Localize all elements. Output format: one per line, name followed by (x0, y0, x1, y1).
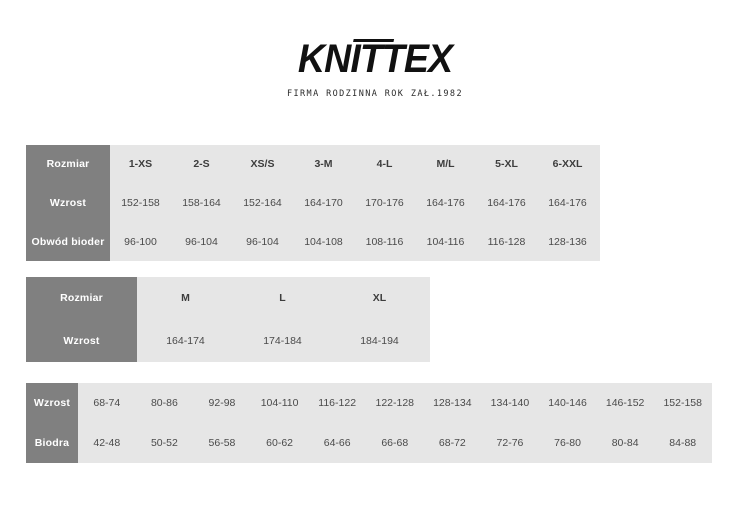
data-cell: 96-104 (185, 235, 218, 248)
data-cell: 104-116 (426, 235, 465, 248)
data-cell: 76-80 (554, 437, 581, 449)
data-cell: 170-176 (365, 196, 404, 209)
size-table-mens-sizes: Rozmiar Wzrost M L XL 164-174 174-184 184-194 (26, 277, 430, 362)
row-label-cell: Biodra (34, 437, 70, 449)
column-header-cell: L (279, 292, 286, 305)
data-cell: 164-176 (426, 196, 465, 209)
row-label-cell: Wzrost (33, 397, 71, 409)
brand-logo: KNITTEX (297, 37, 453, 81)
data-cell: 134-140 (490, 397, 530, 409)
data-cell: 66-68 (381, 437, 409, 449)
data-column-group: 1-XS 2-S XS/S 3-M 4-L M/L 5-XL 6-XXL 152-158 158-… (110, 145, 600, 261)
data-cell: 56-58 (208, 437, 236, 449)
brand-tagline: FIRMA RODZINNA ROK ZAŁ.1982 (287, 89, 463, 99)
data-cell: 140-146 (548, 397, 587, 409)
table-row: 164-174 174-184 184-194 (137, 320, 430, 363)
data-cell: 42-48 (93, 437, 121, 449)
row-label-cell: Wzrost (49, 196, 87, 209)
data-cell: 92-98 (208, 397, 236, 409)
data-cell: 80-84 (611, 437, 639, 449)
data-cell: 96-100 (124, 235, 157, 248)
table-row: 96-100 96-104 96-104 104-108 108-116 104-116 1… (110, 222, 600, 261)
row-label-cell: Rozmiar (46, 158, 90, 171)
column-header-cell: 5-XL (495, 158, 518, 171)
data-cell: 104-108 (304, 235, 343, 248)
brand-header: KNITTEX FIRMA RODZINNA ROK ZAŁ.1982 (0, 38, 750, 99)
logo-overbar-decoration (353, 39, 394, 42)
data-cell: 60-62 (266, 437, 293, 449)
table-row: 42-48 50-52 56-58 60-62 64-66 66-68 68-72 72-76… (78, 423, 712, 463)
data-cell: 164-170 (304, 196, 343, 209)
size-table-womens-tights: Rozmiar Wzrost Obwód bioder 1-XS 2-S XS/S 3-M 4… (26, 145, 600, 261)
data-cell: 50-52 (150, 437, 178, 449)
brand-logo-text: KNITTEX (297, 37, 453, 81)
row-label-column: Rozmiar Wzrost (26, 277, 137, 362)
data-cell: 116-122 (318, 397, 357, 409)
data-cell: 146-152 (605, 397, 645, 409)
data-cell: 104-110 (260, 397, 299, 409)
table-row: 68-74 80-86 92-98 104-110 116-122 122-128 128-… (78, 383, 712, 423)
column-header-cell: 3-M (314, 158, 333, 171)
data-cell: 152-164 (243, 196, 282, 209)
data-cell: 64-66 (323, 437, 351, 449)
row-label-column: Wzrost Biodra (26, 383, 78, 463)
row-label-cell: Rozmiar (60, 292, 103, 305)
column-header-cell: M (181, 292, 190, 305)
data-cell: 68-74 (93, 397, 121, 409)
column-header-cell: 2-S (193, 158, 210, 171)
data-cell: 128-136 (548, 235, 587, 248)
data-column-group: M L XL 164-174 174-184 184-194 (137, 277, 430, 362)
data-cell: 158-164 (182, 196, 221, 209)
column-header-cell: XS/S (250, 158, 275, 171)
data-cell: 84-88 (669, 437, 697, 449)
data-cell: 108-116 (365, 235, 404, 248)
row-label-column: Rozmiar Wzrost Obwód bioder (26, 145, 110, 261)
row-label-cell: Obwód bioder (31, 235, 105, 248)
column-header-cell: 4-L (376, 158, 393, 171)
column-header-cell: 6-XXL (552, 158, 583, 171)
data-cell: 174-184 (263, 334, 302, 347)
data-cell: 164-174 (166, 334, 205, 347)
data-cell: 72-76 (496, 437, 524, 449)
table-row: 152-158 158-164 152-164 164-170 170-176 164-1… (110, 184, 600, 223)
table-row: 1-XS 2-S XS/S 3-M 4-L M/L 5-XL 6-XXL (110, 145, 600, 184)
column-header-cell: XL (372, 292, 387, 305)
table-row: M L XL (137, 277, 430, 320)
data-cell: 80-86 (150, 397, 178, 409)
column-header-cell: M/L (436, 158, 455, 171)
data-cell: 122-128 (375, 397, 415, 409)
size-table-childrens-sizes: Wzrost Biodra 68-74 80-86 92-98 104-110 116-12… (26, 383, 712, 463)
data-cell: 68-72 (438, 437, 466, 449)
row-label-cell: Wzrost (63, 334, 100, 347)
data-cell: 164-176 (487, 196, 526, 209)
data-cell: 96-104 (246, 235, 279, 248)
data-cell: 164-176 (548, 196, 587, 209)
data-column-group: 68-74 80-86 92-98 104-110 116-122 122-128 128-… (78, 383, 712, 463)
data-cell: 152-158 (121, 196, 160, 209)
column-header-cell: 1-XS (128, 158, 153, 171)
data-cell: 152-158 (663, 397, 702, 409)
data-cell: 128-134 (433, 397, 472, 409)
data-cell: 184-194 (360, 334, 399, 347)
data-cell: 116-128 (487, 235, 526, 248)
